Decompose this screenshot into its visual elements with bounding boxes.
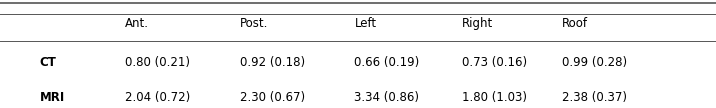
Text: CT: CT (39, 56, 57, 69)
Text: Left: Left (354, 17, 377, 30)
Text: Roof: Roof (562, 17, 588, 30)
Text: Right: Right (462, 17, 493, 30)
Text: 0.99 (0.28): 0.99 (0.28) (562, 56, 627, 69)
Text: 1.80 (1.03): 1.80 (1.03) (462, 91, 527, 104)
Text: 2.04 (0.72): 2.04 (0.72) (125, 91, 190, 104)
Text: Post.: Post. (240, 17, 268, 30)
Text: 0.80 (0.21): 0.80 (0.21) (125, 56, 190, 69)
Text: 0.92 (0.18): 0.92 (0.18) (240, 56, 305, 69)
Text: MRI: MRI (39, 91, 64, 104)
Text: 0.73 (0.16): 0.73 (0.16) (462, 56, 527, 69)
Text: 0.66 (0.19): 0.66 (0.19) (354, 56, 420, 69)
Text: Ant.: Ant. (125, 17, 150, 30)
Text: 2.38 (0.37): 2.38 (0.37) (562, 91, 627, 104)
Text: 3.34 (0.86): 3.34 (0.86) (354, 91, 420, 104)
Text: 2.30 (0.67): 2.30 (0.67) (240, 91, 305, 104)
